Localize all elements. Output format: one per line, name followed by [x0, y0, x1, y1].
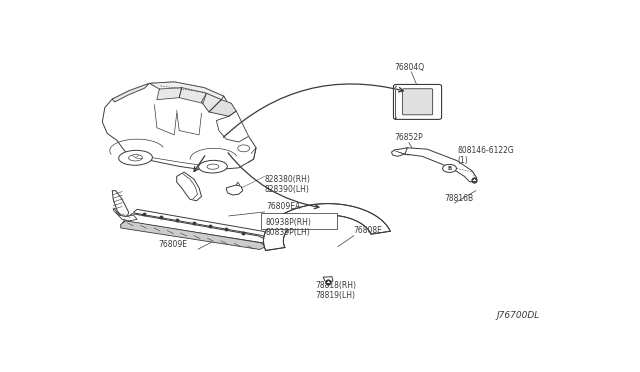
FancyBboxPatch shape [394, 84, 442, 119]
Polygon shape [392, 148, 408, 156]
Polygon shape [202, 93, 221, 112]
Polygon shape [177, 172, 202, 201]
Text: 76808E: 76808E [354, 226, 383, 235]
Polygon shape [150, 82, 224, 100]
Ellipse shape [207, 164, 219, 169]
FancyArrowPatch shape [228, 153, 319, 209]
Polygon shape [121, 221, 266, 250]
Polygon shape [227, 185, 243, 195]
FancyArrowPatch shape [223, 84, 403, 137]
Text: 76852P: 76852P [394, 133, 422, 142]
Text: J76700DL: J76700DL [497, 311, 540, 320]
Text: B: B [447, 166, 452, 171]
Polygon shape [112, 83, 150, 102]
Text: 828380(RH)
828390(LH): 828380(RH) 828390(LH) [264, 175, 310, 194]
Polygon shape [403, 148, 477, 182]
Text: 76809E: 76809E [158, 240, 188, 250]
Polygon shape [209, 100, 236, 116]
Ellipse shape [129, 155, 143, 161]
Polygon shape [134, 209, 269, 237]
Ellipse shape [198, 160, 227, 173]
Text: 78816B: 78816B [445, 194, 474, 203]
Polygon shape [102, 82, 256, 171]
Ellipse shape [118, 150, 152, 165]
Text: 76809EA: 76809EA [266, 202, 300, 211]
Polygon shape [114, 208, 137, 221]
Circle shape [443, 164, 456, 172]
Polygon shape [264, 203, 390, 250]
Polygon shape [122, 214, 266, 243]
Text: 78818(RH)
78819(LH): 78818(RH) 78819(LH) [316, 281, 356, 300]
Text: 80938P(RH)
80839P(LH): 80938P(RH) 80839P(LH) [266, 218, 312, 237]
Text: 76804Q: 76804Q [394, 62, 424, 71]
Text: ß08146-6122G
(1): ß08146-6122G (1) [457, 145, 514, 165]
Polygon shape [179, 87, 207, 103]
Polygon shape [323, 277, 333, 282]
Polygon shape [216, 111, 249, 142]
FancyBboxPatch shape [261, 214, 337, 229]
FancyBboxPatch shape [403, 89, 433, 115]
Polygon shape [157, 87, 182, 100]
Circle shape [237, 145, 250, 152]
Polygon shape [112, 191, 129, 219]
